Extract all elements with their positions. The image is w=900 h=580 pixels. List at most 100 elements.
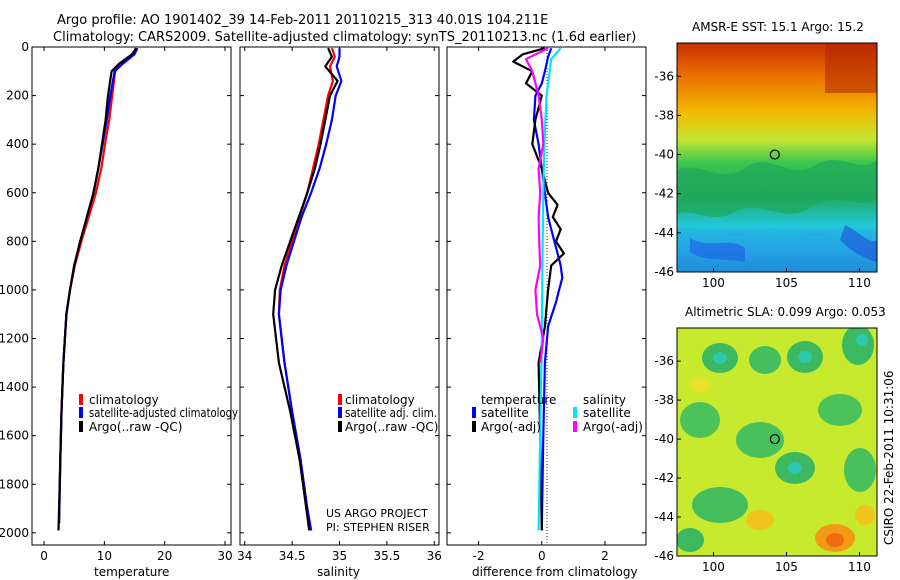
difference-axes-frame xyxy=(446,46,647,546)
legend-swatch-argo xyxy=(338,421,342,432)
x-tick-label: 105 xyxy=(775,560,798,574)
x-tick-label: 36 xyxy=(427,549,442,563)
series-line-satellite-adj-clim xyxy=(277,48,343,531)
series-line-temperature-satellite xyxy=(532,47,564,531)
x-tick-label: 30 xyxy=(217,549,232,563)
pi-annotation: PI: STEPHEN RISER xyxy=(326,521,430,534)
salinity-series xyxy=(272,47,343,531)
series-line-argo-raw-qc xyxy=(272,47,339,531)
legend-swatch-argo xyxy=(79,421,83,432)
legend-swatch-climatology xyxy=(338,394,342,405)
x-tick-label: 100 xyxy=(702,560,725,574)
legend-header-salinity: salinity xyxy=(583,393,626,407)
sst-map-panel: AMSR-E SST: 15.1 Argo: 15.2 100 105 110 -36… xyxy=(654,20,878,290)
sla-low-core xyxy=(856,334,868,346)
legend-label-argo: Argo(..raw -QC) xyxy=(345,420,438,434)
sla-low-core xyxy=(798,351,812,363)
legend-swatch-temp-satellite xyxy=(472,407,476,418)
y-tick-label: -36 xyxy=(654,69,674,83)
legend-swatch-climatology xyxy=(79,394,83,405)
x-tick-label: 110 xyxy=(848,560,871,574)
legend-header-temperature: temperature xyxy=(481,393,556,407)
sst-blue-patch xyxy=(840,225,877,262)
x-tick-label: 0 xyxy=(40,549,48,563)
y-tick-label: -40 xyxy=(654,432,674,446)
y-tick-label: -42 xyxy=(654,187,674,201)
legend-label-satellite: satellite adj. clim. xyxy=(345,406,437,420)
x-tick-label: 105 xyxy=(775,276,798,290)
y-tick-label: -38 xyxy=(654,393,674,407)
sst-map-title: AMSR-E SST: 15.1 Argo: 15.2 xyxy=(692,20,864,34)
sst-heatmap xyxy=(677,43,877,272)
legend-swatch-temp-argo xyxy=(472,421,476,432)
sla-low-blob xyxy=(818,394,862,426)
sla-low-core xyxy=(788,462,802,474)
temperature-ticks: 0 10 20 30 0 200 400 600 800 1000 1200 1400 1600 1800… xyxy=(0,40,233,563)
difference-ticks: -2 0 2 xyxy=(447,46,646,563)
sla-map-ticks: 100 105 110 -36 -38 -40 -42 -44 -46 xyxy=(654,354,871,574)
salinity-panel: 34 34.5 35 35.5 36 salinity climatology sate… xyxy=(237,46,442,579)
y-tick-label: -38 xyxy=(654,108,674,122)
sst-map-ticks: 100 105 110 -36 -38 -40 -42 -44 -46 xyxy=(654,69,871,290)
x-tick-label: -2 xyxy=(473,549,485,563)
y-tick-label: 1400 xyxy=(0,380,29,394)
y-tick-label: -46 xyxy=(654,265,674,279)
sla-heatmap xyxy=(677,328,877,556)
temperature-legend: climatology satellite-adjusted climatolo… xyxy=(79,393,238,434)
y-tick-label: 0 xyxy=(21,40,29,54)
sst-cyan-band xyxy=(677,228,877,272)
sla-low-blob xyxy=(692,487,748,523)
series-line-salinity-satellite xyxy=(537,47,562,531)
sla-low-blob xyxy=(749,346,781,374)
title-line2: Climatology: CARS2009. Satellite-adjuste… xyxy=(53,30,636,45)
sla-high-blob xyxy=(690,377,710,393)
project-annotation: US ARGO PROJECT xyxy=(326,507,428,520)
sst-map-frame xyxy=(676,42,878,273)
x-tick-label: 34.5 xyxy=(279,549,306,563)
legend-label-sal-argo: Argo(-adj) xyxy=(583,420,643,434)
legend-swatch-satellite xyxy=(79,407,83,418)
y-tick-label: 2000 xyxy=(0,526,29,540)
legend-swatch-sal-argo xyxy=(573,421,577,432)
legend-swatch-sal-satellite xyxy=(573,407,577,418)
legend-label-climatology: climatology xyxy=(345,393,415,407)
legend-label-temp-satellite: satellite xyxy=(481,406,529,420)
y-tick-label: -46 xyxy=(654,549,674,563)
sla-map-title: Altimetric SLA: 0.099 Argo: 0.053 xyxy=(685,305,886,319)
y-tick-label: -36 xyxy=(654,354,674,368)
argo-location-marker xyxy=(769,433,780,445)
y-tick-label: 800 xyxy=(6,234,29,248)
series-line-temperature-argo-adj xyxy=(512,47,566,531)
x-tick-label: 35.5 xyxy=(374,549,401,563)
difference-xlabel: difference from climatology xyxy=(472,565,638,579)
legend-label-temp-argo: Argo(-adj) xyxy=(481,420,541,434)
x-tick-label: 35 xyxy=(332,549,347,563)
salinity-ticks: 34 34.5 35 35.5 36 xyxy=(237,46,442,563)
x-tick-label: 2 xyxy=(601,549,609,563)
salinity-xlabel: salinity xyxy=(317,565,360,579)
sla-map-panel: Altimetric SLA: 0.099 Argo: 0.053 xyxy=(654,305,885,574)
legend-label-climatology: climatology xyxy=(89,393,159,407)
sst-green-band xyxy=(677,160,877,217)
legend-label-argo: Argo(..raw -QC) xyxy=(89,420,182,434)
difference-legend: temperature salinity satellite Argo(-adj… xyxy=(472,393,643,434)
x-tick-label: 100 xyxy=(702,276,725,290)
temperature-panel: 0 10 20 30 0 200 400 600 800 1000 1200 1400 1600 1800… xyxy=(0,40,238,579)
series-line-salinity-argo-adj xyxy=(524,47,549,363)
sla-low-blob xyxy=(842,328,874,365)
difference-panel: -2 0 2 difference from climatology tempera… xyxy=(446,46,647,579)
difference-series xyxy=(512,47,566,531)
x-tick-label: 0 xyxy=(538,549,546,563)
x-tick-label: 34 xyxy=(237,549,252,563)
sla-low-core xyxy=(713,352,727,364)
side-stamp: CSIRO 22-Feb-2011 10:31:06 xyxy=(882,370,896,545)
y-tick-label: 1600 xyxy=(0,429,29,443)
x-tick-label: 110 xyxy=(848,276,871,290)
sla-low-blob xyxy=(844,448,876,492)
series-line-argo-raw-qc xyxy=(57,47,138,531)
temperature-axes-frame xyxy=(31,46,232,546)
legend-label-satellite: satellite-adjusted climatology xyxy=(89,406,238,420)
temperature-series xyxy=(57,47,139,531)
y-tick-label: -40 xyxy=(654,148,674,162)
y-tick-label: -42 xyxy=(654,471,674,485)
